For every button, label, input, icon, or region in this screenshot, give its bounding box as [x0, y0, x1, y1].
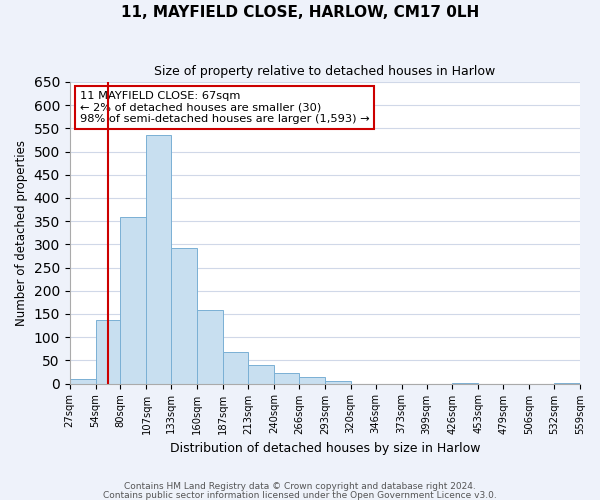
Text: 11, MAYFIELD CLOSE, HARLOW, CM17 0LH: 11, MAYFIELD CLOSE, HARLOW, CM17 0LH	[121, 5, 479, 20]
X-axis label: Distribution of detached houses by size in Harlow: Distribution of detached houses by size …	[170, 442, 480, 455]
Bar	[146, 136, 172, 384]
Bar	[197, 310, 223, 384]
Title: Size of property relative to detached houses in Harlow: Size of property relative to detached ho…	[154, 65, 496, 78]
Bar	[274, 374, 299, 384]
Text: Contains public sector information licensed under the Open Government Licence v3: Contains public sector information licen…	[103, 490, 497, 500]
Bar	[172, 248, 197, 384]
Y-axis label: Number of detached properties: Number of detached properties	[15, 140, 28, 326]
Bar	[248, 365, 274, 384]
Bar	[325, 381, 351, 384]
Bar	[121, 218, 146, 384]
Bar	[70, 379, 95, 384]
Bar	[299, 376, 325, 384]
Bar	[223, 352, 248, 384]
Bar	[95, 320, 121, 384]
Text: Contains HM Land Registry data © Crown copyright and database right 2024.: Contains HM Land Registry data © Crown c…	[124, 482, 476, 491]
Text: 11 MAYFIELD CLOSE: 67sqm
← 2% of detached houses are smaller (30)
98% of semi-de: 11 MAYFIELD CLOSE: 67sqm ← 2% of detache…	[80, 91, 370, 124]
